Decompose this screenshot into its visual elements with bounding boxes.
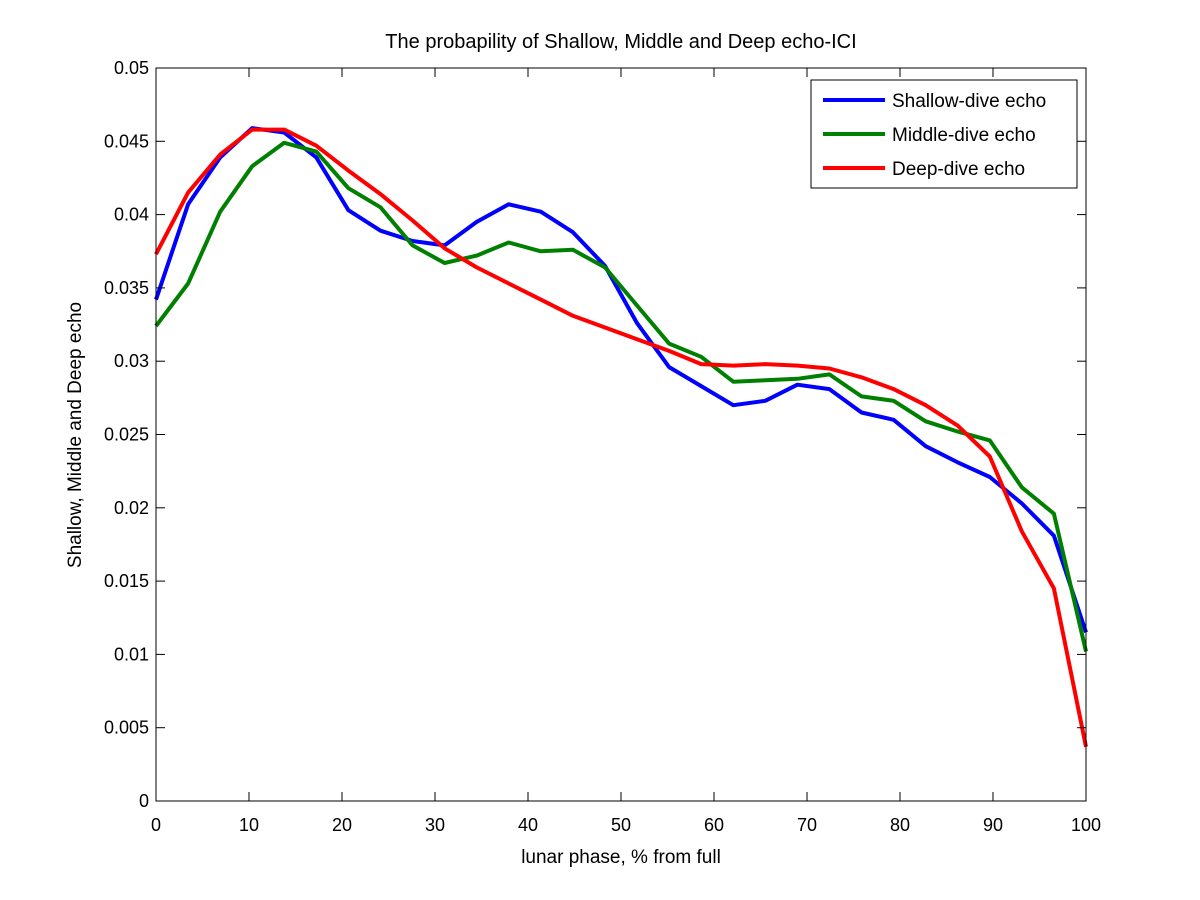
x-tick-label: 100 xyxy=(1071,815,1101,835)
y-tick-label: 0.035 xyxy=(104,278,149,298)
x-axis-label: lunar phase, % from full xyxy=(521,847,721,868)
y-tick-label: 0.005 xyxy=(104,718,149,738)
y-tick-label: 0.03 xyxy=(114,351,149,371)
x-tick-label: 60 xyxy=(704,815,724,835)
series-line-middle-dive-echo xyxy=(154,140,1088,652)
x-tick-label: 80 xyxy=(890,815,910,835)
x-tick-label: 0 xyxy=(151,815,161,835)
y-tick-label: 0.04 xyxy=(114,205,149,225)
y-tick-label: 0.05 xyxy=(114,58,149,78)
x-tick-label: 20 xyxy=(332,815,352,835)
y-tick-label: 0.015 xyxy=(104,571,149,591)
x-tick-label: 40 xyxy=(518,815,538,835)
plot-area xyxy=(156,68,1086,801)
y-tick-label: 0 xyxy=(139,791,149,811)
series-line-shallow-dive-echo xyxy=(154,126,1088,634)
x-tick-label: 70 xyxy=(797,815,817,835)
y-tick-label: 0.02 xyxy=(114,498,149,518)
y-axis: 0 0.005 0.01 0.015 0.02 0.025 0.03 0.035 0.04 0.0… xyxy=(104,58,1086,811)
chart-title: The probapility of Shallow, Middle and D… xyxy=(385,31,856,53)
x-tick-label: 50 xyxy=(611,815,631,835)
legend-label: Deep-dive echo xyxy=(892,159,1025,180)
x-tick-label: 30 xyxy=(425,815,445,835)
y-tick-label: 0.01 xyxy=(114,644,149,664)
y-tick-label: 0.025 xyxy=(104,425,149,445)
y-tick-label: 0.045 xyxy=(104,131,149,151)
series-layer xyxy=(154,126,1088,748)
x-tick-label: 10 xyxy=(239,815,259,835)
legend-label: Shallow-dive echo xyxy=(892,91,1046,112)
y-axis-label: Shallow, Middle and Deep echo xyxy=(65,302,86,568)
x-axis: 0 10 20 30 40 50 60 70 80 90 100 xyxy=(151,68,1101,835)
x-tick-label: 90 xyxy=(983,815,1003,835)
legend-label: Middle-dive echo xyxy=(892,125,1036,146)
series-line-deep-dive-echo xyxy=(154,127,1088,748)
legend: Shallow-dive echo Middle-dive echo Deep-di… xyxy=(810,79,1078,189)
